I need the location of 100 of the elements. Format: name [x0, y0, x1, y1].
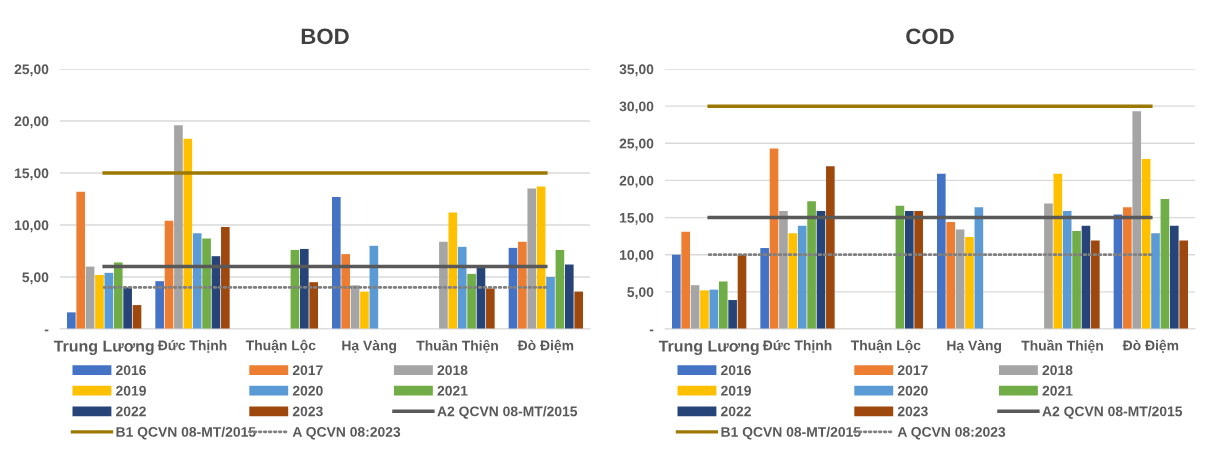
bar: [955, 229, 965, 329]
bar: [737, 254, 747, 329]
bar: [807, 201, 816, 329]
legend-label: B1 QCVN 08-MT/2015: [721, 426, 861, 440]
bar: [486, 288, 495, 329]
bar: [965, 236, 974, 329]
bar: [769, 148, 779, 329]
bar: [183, 138, 193, 329]
x-tick-label: Đức Thịnh: [762, 339, 832, 353]
y-tick-label: 5,00: [627, 287, 654, 300]
bar: [779, 210, 788, 329]
legend-label: 2017: [292, 365, 323, 376]
legend-label: A2 QCVN 08-MT/2015: [437, 406, 578, 419]
bar: [564, 264, 574, 329]
y-tick-label: -: [649, 329, 654, 332]
x-tick-label: Hạ Vàng: [947, 340, 1002, 354]
bar: [174, 125, 183, 329]
y-tick-label: 25,00: [619, 138, 654, 151]
bar: [700, 290, 709, 329]
bar: [341, 254, 351, 329]
bar: [1160, 199, 1170, 329]
chart-title: BOD: [301, 28, 349, 45]
x-tick-label: Đò Điệm: [1122, 339, 1179, 353]
bar: [518, 241, 527, 329]
bar: [1123, 207, 1132, 329]
legend-label: 2019: [721, 385, 751, 396]
bar: [555, 249, 565, 329]
bar: [155, 281, 164, 329]
bar: [85, 266, 95, 329]
legend-label: 2023: [292, 406, 323, 417]
x-tick-label: Đức Thịnh: [157, 339, 227, 353]
bar: [1151, 233, 1160, 329]
x-tick-label: Thuần Thiện: [1021, 339, 1103, 353]
bar: [448, 212, 458, 329]
legend-label: 2020: [292, 385, 323, 396]
legend-label: A QCVN 08:2023: [292, 427, 401, 440]
legend-label: 2017: [897, 365, 928, 376]
y-tick-label: 30,00: [619, 101, 654, 114]
bar: [574, 291, 583, 329]
bar: [672, 254, 681, 329]
bar: [123, 287, 132, 329]
bar: [914, 210, 923, 329]
x-tick-label: Thuận Lộc: [245, 339, 316, 353]
y-tick-label: 20,00: [619, 175, 654, 188]
bar: [192, 233, 202, 329]
bar: [202, 238, 211, 329]
x-tick-label: Trung Lương: [53, 340, 154, 355]
y-tick-label: 20,00: [14, 116, 49, 129]
x-tick-label: Đò Điệm: [517, 339, 574, 353]
bar: [457, 246, 467, 329]
bar: [1169, 225, 1179, 329]
bar: [728, 300, 737, 329]
bar: [788, 233, 798, 329]
bar: [946, 222, 956, 329]
bar: [467, 273, 476, 329]
y-tick-label: 15,00: [620, 212, 654, 225]
bar: [299, 248, 309, 329]
y-tick-label: 10,00: [15, 220, 49, 233]
y-tick-label: 10,00: [620, 250, 654, 262]
bar: [1053, 173, 1063, 329]
bar: [67, 312, 76, 329]
y-tick-label: 25,00: [14, 64, 49, 77]
legend-label: 2022: [721, 406, 751, 417]
legend-label: B1 QCVN 08-MT/2015: [116, 426, 256, 440]
bar: [439, 241, 448, 329]
bar: [1179, 240, 1188, 329]
bar: [76, 191, 86, 329]
legend-label: 2023: [897, 406, 928, 417]
bar: [1132, 111, 1142, 329]
legend-label: 2016: [721, 365, 751, 376]
legend-label: 2018: [1042, 365, 1073, 376]
legend-label: A QCVN 08:2023: [897, 427, 1006, 440]
bar: [1091, 240, 1100, 329]
legend-label: 2022: [116, 406, 146, 417]
bar: [1081, 225, 1091, 329]
bar: [937, 173, 946, 329]
x-tick-label: Trung Lương: [658, 340, 759, 355]
legend-label: 2019: [116, 385, 146, 396]
legend-label: 2018: [437, 365, 468, 376]
bar: [826, 166, 835, 329]
bar: [1062, 210, 1072, 329]
bar: [309, 282, 318, 329]
y-tick-label: 35,00: [619, 64, 654, 77]
bar: [546, 277, 555, 329]
bar: [113, 262, 123, 329]
x-tick-label: Thuần Thiện: [416, 339, 498, 353]
x-tick-label: Thuận Lộc: [850, 339, 921, 353]
bar: [1044, 203, 1053, 329]
legend-label: A2 QCVN 08-MT/2015: [1042, 406, 1183, 419]
bar: [360, 291, 369, 329]
bar: [95, 274, 104, 329]
chart-title: COD: [906, 28, 954, 45]
bar: [1072, 230, 1081, 329]
bar: [221, 227, 230, 329]
legend-label: 2021: [1042, 385, 1073, 396]
y-tick-label: -: [44, 329, 49, 332]
legend-label: 2020: [897, 385, 928, 396]
bar: [681, 231, 691, 329]
y-tick-label: 5,00: [22, 272, 49, 285]
bar: [332, 196, 341, 329]
